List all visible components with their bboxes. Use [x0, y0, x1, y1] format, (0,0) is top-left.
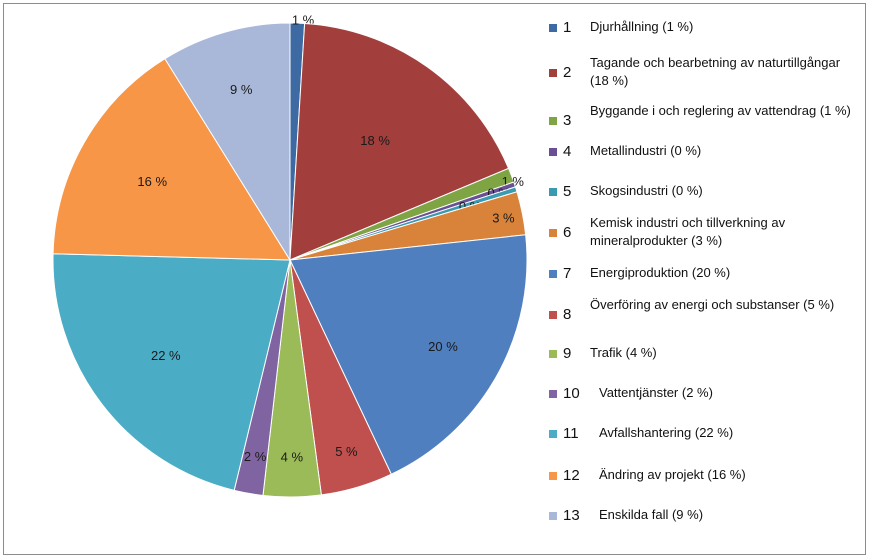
legend-number: 1	[563, 19, 572, 36]
slice-label-10: 2 %	[244, 449, 267, 464]
pie-slice-2	[289, 22, 510, 261]
slice-label-6: 3 %	[492, 210, 515, 225]
legend-swatch	[549, 311, 557, 319]
pie-slice-11	[52, 253, 291, 491]
legend-number: 10	[563, 385, 580, 402]
legend-label: Energiproduktion (20 %)	[590, 265, 731, 280]
chart-frame: 1 %18 %1 %0 %0 %3 %20 %5 %4 %2 %22 %16 %…	[3, 3, 866, 555]
legend-swatch	[549, 148, 557, 156]
legend-label: Byggande i och reglering av vattendrag (…	[590, 103, 851, 118]
legend-number: 9	[563, 345, 572, 362]
legend-swatch	[549, 270, 557, 278]
legend-number: 2	[563, 64, 572, 81]
legend-swatch	[549, 117, 557, 125]
pie-slice-13	[164, 22, 291, 262]
legend-swatch	[549, 390, 557, 398]
legend-number: 6	[563, 224, 572, 241]
legend-swatch	[549, 350, 557, 358]
pie-slice-12	[52, 58, 291, 261]
legend-number: 12	[563, 467, 580, 484]
legend-number: 11	[563, 425, 579, 442]
slice-label-12: 16 %	[137, 174, 167, 189]
legend-number: 3	[563, 112, 572, 129]
legend-swatch	[549, 430, 557, 438]
legend-label: Vattentjänster (2 %)	[599, 385, 713, 400]
legend-number: 4	[563, 143, 572, 160]
legend-swatch	[549, 512, 557, 520]
legend-swatch	[549, 188, 557, 196]
legend-number: 7	[563, 265, 572, 282]
legend-label: Kemisk industri och tillverkning av mine…	[590, 215, 786, 248]
legend-label: Metallindustri (0 %)	[590, 143, 702, 158]
slice-label-13: 9 %	[230, 82, 253, 97]
slice-label-2: 18 %	[360, 133, 390, 148]
slice-label-8: 5 %	[335, 444, 358, 459]
legend-number: 13	[563, 507, 580, 524]
legend-number: 5	[563, 183, 572, 200]
pie-slice-7	[289, 234, 528, 475]
legend-swatch	[549, 24, 557, 32]
legend-label: Trafik (4 %)	[590, 345, 657, 360]
legend-label: Överföring av energi och substanser (5 %…	[590, 297, 835, 312]
legend-label: Skogsindustri (0 %)	[590, 183, 703, 198]
slice-label-9: 4 %	[281, 450, 304, 465]
legend-label: Tagande och bearbetning av naturtillgång…	[590, 55, 841, 88]
legend-number: 8	[563, 306, 572, 323]
slice-label-7: 20 %	[428, 339, 458, 354]
legend-swatch	[549, 229, 557, 237]
legend-swatch	[549, 69, 557, 77]
legend-label: Ändring av projekt (16 %)	[599, 467, 746, 482]
legend-label: Enskilda fall (9 %)	[599, 507, 704, 522]
legend-swatch	[549, 472, 557, 480]
slice-label-11: 22 %	[151, 348, 181, 363]
legend-label: Djurhållning (1 %)	[590, 19, 694, 34]
pie-chart: 1 %18 %1 %0 %0 %3 %20 %5 %4 %2 %22 %16 %…	[52, 13, 528, 498]
legend-label: Avfallshantering (22 %)	[599, 425, 734, 440]
